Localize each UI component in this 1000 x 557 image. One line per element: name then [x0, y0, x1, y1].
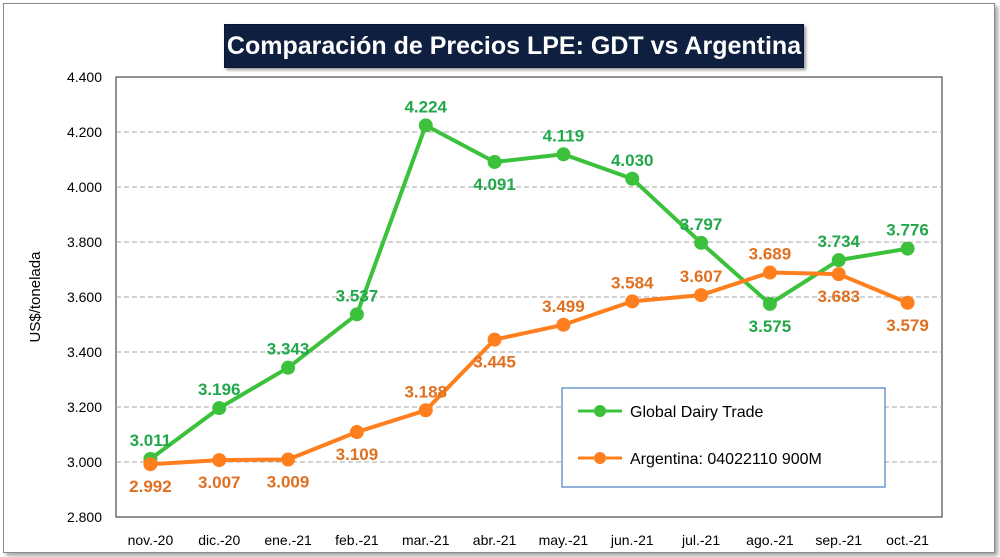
series-line-1 [150, 270, 909, 467]
series-0-data-label: 3.575 [749, 317, 792, 336]
series-1-point [694, 288, 709, 303]
x-tick-label: nov.-20 [128, 532, 174, 548]
series-0-point [625, 171, 640, 186]
y-axis-label: US$/tonelada [27, 251, 44, 343]
x-tick-label: dic.-20 [198, 532, 240, 548]
x-tick-label: ago.-21 [746, 532, 794, 548]
series-0-point [900, 241, 915, 256]
series-0-data-label: 3.776 [886, 221, 929, 240]
series-1-point [900, 295, 915, 310]
legend-marker-argentina [594, 452, 606, 464]
y-tick-label: 3.400 [67, 344, 102, 360]
chart-title: Comparación de Precios LPE: GDT vs Argen… [224, 24, 804, 68]
x-tick-label: may.-21 [539, 532, 589, 548]
series-0-data-label: 3.011 [130, 431, 172, 450]
legend-label-gdt: Global Dairy Trade [630, 404, 763, 421]
series-0-point [349, 307, 364, 322]
series-1-point [143, 457, 158, 472]
y-tick-label: 4.200 [67, 124, 102, 140]
y-tick-label: 4.400 [67, 69, 102, 85]
legend-box [561, 387, 886, 488]
y-tick-label: 2.800 [67, 509, 102, 525]
series-0-data-label: 3.343 [267, 340, 310, 359]
series-1-point [212, 453, 227, 468]
series-1-data-label: 3.009 [267, 473, 310, 492]
series-0-data-label: 4.119 [543, 126, 585, 145]
series-1-data-label: 3.007 [198, 473, 241, 492]
series-1-data-label: 3.188 [404, 382, 447, 401]
series-1-point [281, 452, 296, 467]
series-0-data-label: 3.797 [680, 215, 723, 234]
series-0-point [556, 147, 571, 162]
series-1-data-label: 3.607 [680, 267, 723, 286]
legend: Global Dairy Trade Argentina: 04022110 9… [561, 387, 886, 488]
x-tick-label: sep.-21 [815, 532, 862, 548]
series-1-data-label: 3.499 [542, 297, 585, 316]
series-1-data-label: 3.579 [886, 316, 929, 335]
axis-labels: 2.800 3.000 3.200 3.400 3.600 3.800 4.000 4.200… [67, 69, 929, 548]
series-0-data-label: 4.091 [473, 175, 516, 194]
series-1-data-label: 3.445 [473, 353, 516, 372]
y-tick-label: 3.200 [67, 399, 102, 415]
series-0-data-label: 4.030 [611, 151, 654, 170]
x-tick-label: jul.-21 [681, 532, 720, 548]
series-1-data-label: 3.689 [749, 245, 792, 264]
series-1-point [349, 425, 364, 440]
x-tick-label: feb.-21 [335, 532, 379, 548]
series-0-point [487, 154, 502, 169]
series-1-data-label: 3.683 [817, 287, 860, 306]
series-1-point [762, 265, 777, 280]
series-0-point [418, 118, 433, 133]
series-1-point [487, 332, 502, 347]
series-0-point [212, 401, 227, 416]
series-0-data-label: 3.537 [336, 286, 379, 305]
x-tick-label: ene.-21 [264, 532, 312, 548]
series-0-point [694, 235, 709, 250]
y-tick-label: 3.000 [67, 454, 102, 470]
grid-lines [116, 131, 942, 463]
series-1-point [831, 267, 846, 282]
series-0-point [762, 296, 777, 311]
x-tick-label: mar.-21 [402, 532, 450, 548]
data-labels: 3.011 3.196 3.343 3.537 4.224 4.091 4.119 4.030… [129, 97, 929, 496]
y-tick-label: 3.800 [67, 234, 102, 250]
series-0-data-label: 3.734 [817, 232, 860, 251]
x-tick-label: abr.-21 [473, 532, 517, 548]
series-1-data-label: 3.109 [336, 445, 379, 464]
series-1-point [625, 294, 640, 309]
series-0-data-label: 4.224 [404, 97, 447, 116]
series-0-point [281, 360, 296, 375]
y-tick-label: 3.600 [67, 289, 102, 305]
series-0-data-label: 3.196 [198, 380, 241, 399]
series-1-data-label: 2.992 [129, 477, 172, 496]
y-tick-label: 4.000 [67, 179, 102, 195]
series-1-point [418, 403, 433, 418]
legend-marker-gdt [594, 405, 606, 417]
legend-label-argentina: Argentina: 04022110 900M [630, 451, 822, 468]
x-tick-label: oct.-21 [886, 532, 929, 548]
series [143, 118, 915, 472]
series-line-0 [149, 123, 908, 461]
series-1-point [556, 317, 571, 332]
x-tick-label: jun.-21 [610, 532, 654, 548]
series-1-data-label: 3.584 [611, 273, 654, 292]
series-0-point [831, 253, 846, 268]
